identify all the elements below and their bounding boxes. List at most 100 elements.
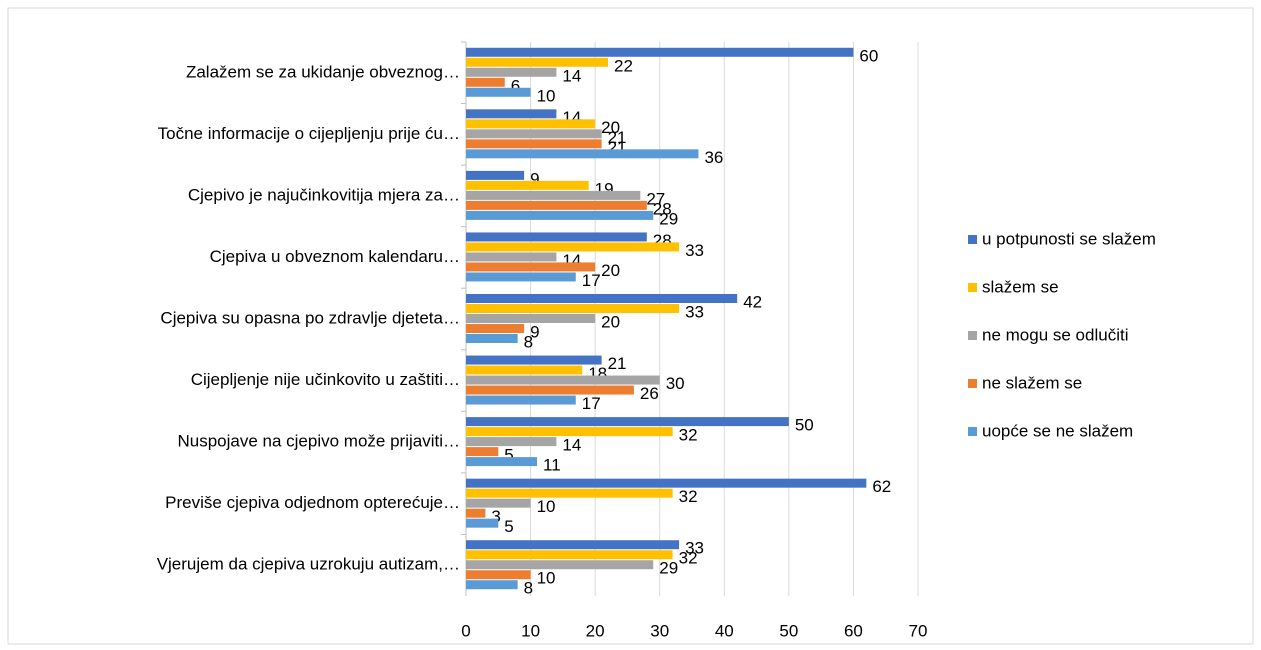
bar	[466, 252, 557, 262]
legend-swatch	[968, 331, 977, 340]
bar	[466, 47, 854, 57]
bar	[466, 375, 660, 385]
legend-swatch	[968, 283, 977, 292]
data-label: 9	[530, 169, 539, 188]
bar	[466, 334, 518, 343]
legend-label: u potpunosti se slažem	[982, 229, 1156, 248]
bar	[466, 560, 654, 570]
data-label: 3	[491, 507, 500, 526]
y-tick-label: Cjepiva su opasna po zdravlje djeteta…	[160, 308, 460, 327]
data-label: 33	[685, 302, 704, 321]
bar	[466, 355, 602, 365]
bar	[466, 129, 602, 139]
bar	[466, 272, 576, 282]
bar	[466, 498, 531, 508]
bar	[466, 67, 557, 77]
legend-label: slažem se	[982, 277, 1059, 296]
bar	[466, 395, 576, 405]
data-label: 36	[704, 148, 723, 167]
data-label: 62	[872, 477, 891, 496]
data-label: 30	[666, 374, 685, 393]
y-tick-label: Točne informacije o cijepljenju prije ću…	[158, 124, 460, 143]
data-label: 5	[504, 446, 513, 465]
data-label: 20	[601, 261, 620, 280]
data-label: 8	[524, 579, 533, 598]
data-label: 20	[601, 118, 620, 137]
bar	[466, 324, 525, 333]
bar	[466, 457, 538, 467]
bar	[466, 580, 518, 590]
x-tick-label: 0	[461, 621, 470, 640]
x-tick-label: 40	[715, 621, 734, 640]
y-tick-label: Nuspojave na cjepivo može prijaviti…	[177, 432, 460, 451]
bar	[466, 262, 596, 272]
bar	[466, 385, 634, 395]
bar	[466, 190, 641, 200]
bar	[466, 87, 531, 97]
x-tick-label: 10	[521, 621, 540, 640]
data-label: 60	[859, 46, 878, 65]
bar	[466, 508, 486, 518]
data-label: 21	[608, 354, 627, 373]
y-tick-label: Cjepivo je najučinkovitija mjera za…	[188, 185, 460, 204]
data-label: 28	[653, 199, 672, 218]
legend-label: ne slažem se	[982, 373, 1082, 392]
data-label: 6	[511, 76, 520, 95]
bar	[466, 119, 596, 129]
x-tick-label: 30	[650, 621, 669, 640]
data-label: 14	[562, 66, 581, 85]
bar	[466, 417, 789, 427]
bar	[466, 518, 499, 528]
bar	[466, 437, 557, 447]
chart-border	[7, 7, 1254, 645]
bar	[466, 109, 557, 119]
bar	[466, 232, 647, 242]
bar	[466, 77, 505, 87]
bar	[466, 540, 680, 550]
data-label: 21	[608, 128, 627, 147]
data-label: 20	[601, 312, 620, 331]
data-label: 33	[685, 539, 704, 558]
bar	[466, 427, 673, 437]
data-label: 11	[543, 456, 561, 475]
data-label: 17	[582, 271, 601, 290]
bar	[466, 447, 499, 457]
y-tick-label: Cjepiva u obveznom kalendaru…	[210, 247, 460, 266]
data-label: 10	[537, 497, 556, 516]
bar	[466, 170, 525, 180]
data-label: 10	[537, 86, 556, 105]
y-tick-label: Vjerujem da cjepiva uzrokuju autizam,…	[157, 555, 460, 574]
bar	[466, 304, 680, 313]
data-label: 50	[795, 416, 814, 435]
data-label: 26	[640, 384, 659, 403]
bar	[466, 550, 673, 560]
bar	[466, 294, 738, 303]
x-tick-label: 60	[844, 621, 863, 640]
y-tick-label: Cijepljenje nije učinkovito u zaštiti…	[191, 370, 460, 389]
bar	[466, 478, 867, 488]
bar	[466, 314, 596, 323]
data-label: 32	[679, 426, 698, 445]
data-label: 10	[537, 569, 556, 588]
data-label: 32	[679, 487, 698, 506]
bar	[466, 488, 673, 498]
x-tick-label: 50	[779, 621, 798, 640]
legend-swatch	[968, 235, 977, 244]
data-label: 8	[524, 332, 533, 351]
y-tick-label: Zalažem se za ukidanje obveznog…	[186, 62, 460, 81]
legend-label: uopće se ne slažem	[982, 421, 1133, 440]
legend-label: ne mogu se odlučiti	[982, 325, 1128, 344]
bar	[466, 149, 699, 159]
bar	[466, 242, 680, 252]
legend-swatch	[968, 427, 977, 436]
data-label: 33	[685, 241, 704, 260]
data-label: 5	[504, 517, 513, 536]
data-label: 22	[614, 56, 633, 75]
x-tick-label: 70	[909, 621, 928, 640]
data-label: 27	[646, 189, 665, 208]
bar	[466, 210, 654, 220]
bar	[466, 570, 531, 580]
data-label: 14	[562, 436, 581, 455]
data-label: 42	[743, 292, 762, 311]
